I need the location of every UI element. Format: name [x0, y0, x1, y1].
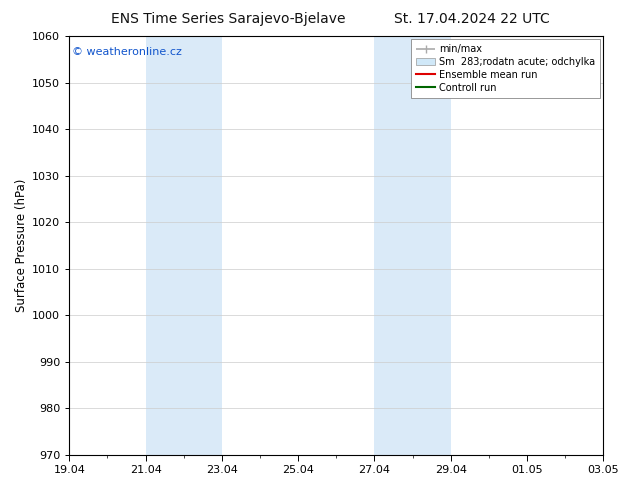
Y-axis label: Surface Pressure (hPa): Surface Pressure (hPa): [15, 179, 28, 312]
Bar: [375, 36, 451, 455]
Text: St. 17.04.2024 22 UTC: St. 17.04.2024 22 UTC: [394, 12, 550, 26]
Bar: [146, 36, 222, 455]
Legend: min/max, Sm  283;rodatn acute; odchylka, Ensemble mean run, Controll run: min/max, Sm 283;rodatn acute; odchylka, …: [411, 39, 600, 98]
Text: ENS Time Series Sarajevo-Bjelave: ENS Time Series Sarajevo-Bjelave: [111, 12, 346, 26]
Text: © weatheronline.cz: © weatheronline.cz: [72, 47, 182, 57]
